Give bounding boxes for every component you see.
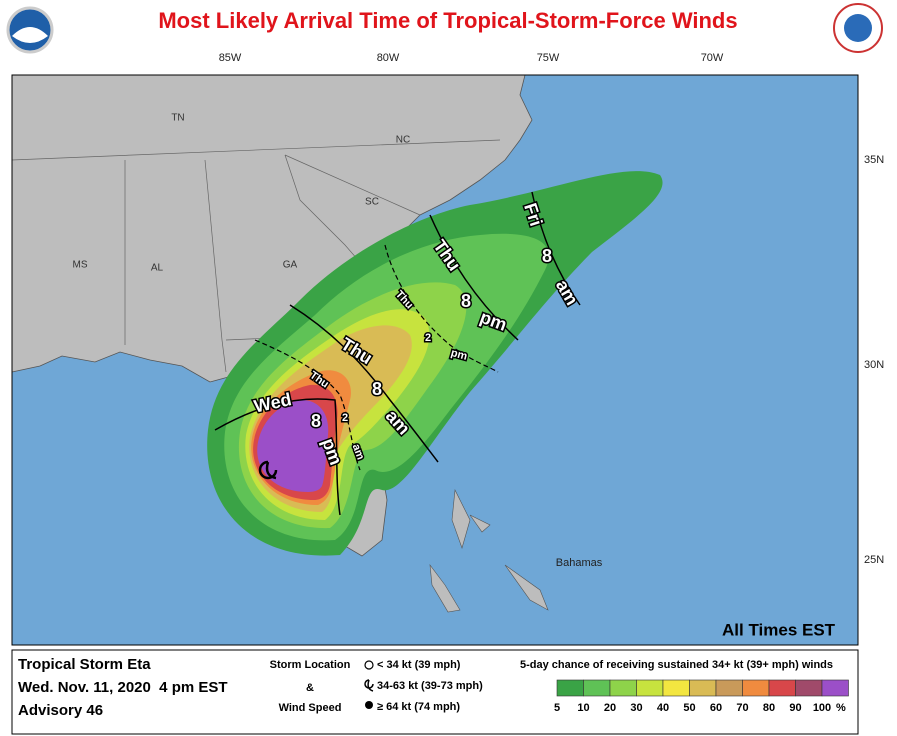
scale-swatch <box>662 679 690 697</box>
key-item: ≥ 64 kt (74 mph) <box>377 701 460 713</box>
contours <box>214 191 581 516</box>
scale-swatch <box>609 679 637 697</box>
state-label: SC <box>365 197 379 208</box>
nws-logo <box>833 3 883 53</box>
scale-swatch <box>689 679 717 697</box>
prob-100 <box>257 400 329 492</box>
key-title: Wind Speed <box>279 702 342 714</box>
scale-unit: % <box>836 702 846 714</box>
scale-label: 60 <box>710 702 722 714</box>
contour-label: 8 <box>372 379 382 399</box>
scale-label: 10 <box>577 702 589 714</box>
scale-label: 70 <box>736 702 748 714</box>
contour-label: 8 <box>311 411 321 431</box>
map: All Times EST <box>11 74 859 646</box>
lon-label: 80W <box>377 52 400 64</box>
scale-label: 100 <box>813 702 831 714</box>
scale-swatch <box>715 679 743 697</box>
scale-label: 50 <box>683 702 695 714</box>
scale-label: 90 <box>789 702 801 714</box>
scale-swatch <box>795 679 823 697</box>
scale-swatch <box>556 679 584 697</box>
contour-label: 8 <box>461 291 471 311</box>
state-label: AL <box>151 263 164 274</box>
scale-label: 20 <box>604 702 616 714</box>
state-label: GA <box>283 260 298 271</box>
place-label: Bahamas <box>556 557 603 569</box>
state-label: MS <box>73 260 88 271</box>
lat-label: 25N <box>864 554 884 566</box>
scale-swatch <box>583 679 611 697</box>
key-item: < 34 kt (39 mph) <box>377 659 461 671</box>
land <box>11 74 533 557</box>
scale-label: 40 <box>657 702 669 714</box>
lon-label: 85W <box>219 52 242 64</box>
state-borders <box>11 139 501 373</box>
lat-label: 30N <box>864 359 884 371</box>
scale-label: 30 <box>630 702 642 714</box>
probability-area <box>207 171 663 556</box>
scale-label: 5 <box>554 702 560 714</box>
contour-label: 8 <box>542 246 552 266</box>
scale-swatch <box>742 679 770 697</box>
scale-swatch <box>636 679 664 697</box>
lon-label: 75W <box>537 52 560 64</box>
contour-label: 2 <box>425 332 431 344</box>
islands <box>429 488 549 613</box>
lat-label: 35N <box>864 154 884 166</box>
symbol-high <box>365 701 373 709</box>
scale-swatch <box>768 679 796 697</box>
title: Most Likely Arrival Time of Tropical-Sto… <box>158 8 737 33</box>
state-label: TN <box>171 113 184 124</box>
advisory: Advisory 46 <box>18 702 103 719</box>
scale-swatch <box>821 679 849 697</box>
storm-date: Wed. Nov. 11, 2020 4 pm EST <box>18 679 228 696</box>
key-title: Storm Location <box>270 659 351 671</box>
storm-symbol <box>258 460 278 480</box>
key-title: & <box>306 682 314 694</box>
contour-label: 2 <box>342 412 348 424</box>
scale-title: 5-day chance of receiving sustained 34+ … <box>520 659 833 671</box>
noaa-logo <box>6 6 54 54</box>
state-label: NC <box>396 135 410 146</box>
key-item: 34-63 kt (39-73 mph) <box>377 680 483 692</box>
storm-name: Tropical Storm Eta <box>18 656 151 673</box>
scale-label: 80 <box>763 702 775 714</box>
time-note: All Times EST <box>722 620 836 639</box>
symbol-mid <box>364 679 374 692</box>
map-frame <box>11 74 859 646</box>
symbol-low <box>364 660 374 670</box>
lon-label: 70W <box>701 52 724 64</box>
